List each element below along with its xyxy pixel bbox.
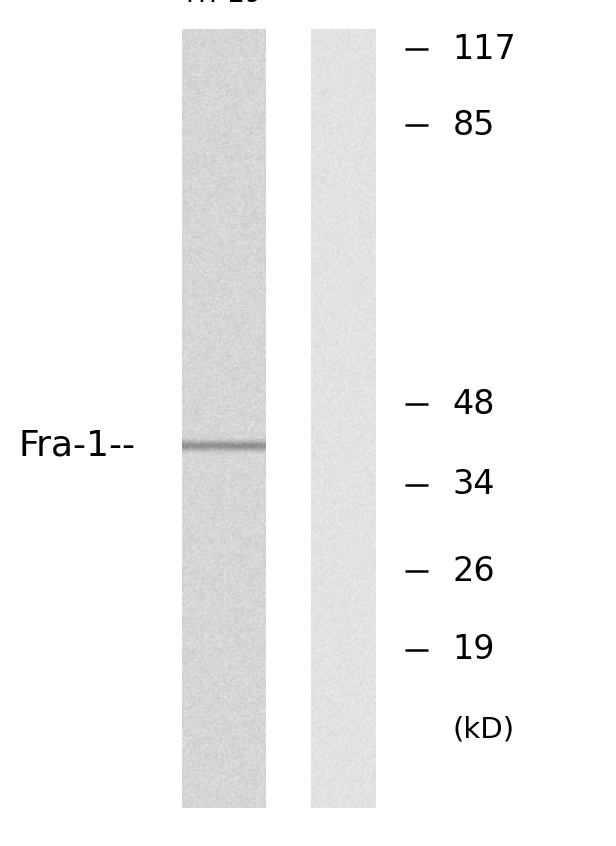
Text: (kD): (kD) [453, 715, 515, 744]
Text: 85: 85 [453, 108, 495, 142]
Text: Fra-1--: Fra-1-- [18, 429, 136, 463]
Text: 19: 19 [453, 633, 495, 667]
Text: 117: 117 [453, 32, 516, 66]
Text: 26: 26 [453, 554, 495, 588]
Text: 34: 34 [453, 468, 495, 502]
Text: HT-29: HT-29 [185, 0, 262, 8]
Text: 48: 48 [453, 387, 495, 421]
